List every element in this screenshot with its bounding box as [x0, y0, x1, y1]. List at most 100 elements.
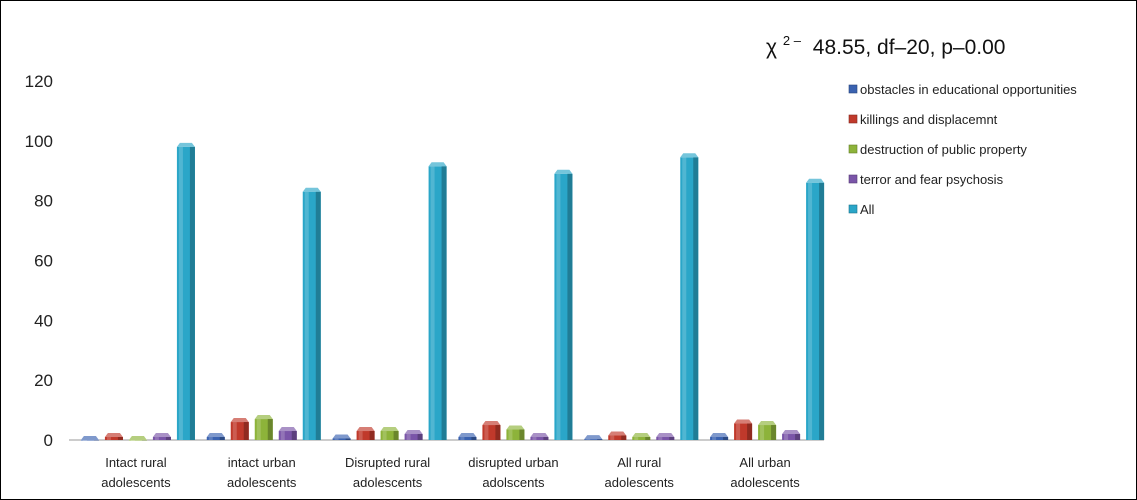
bar-6-5 — [806, 178, 825, 440]
category-label-5: All rural adolescents — [605, 455, 675, 490]
bar-top-cap — [152, 433, 171, 438]
bar-side-shade — [645, 437, 651, 440]
bar-3-1 — [332, 434, 351, 440]
chi-statistic: 48.55, df–20, p–0.00 — [813, 36, 1006, 59]
bar-side-shade — [471, 437, 477, 440]
y-tick-label-100: 100 — [25, 132, 53, 151]
category-label-line: adolescents — [101, 475, 171, 490]
bar-top-cap — [176, 142, 195, 147]
bar-body — [380, 431, 399, 440]
bar-top-cap — [584, 435, 603, 440]
bar-6-1 — [710, 433, 729, 440]
bar-side-shade — [819, 182, 825, 440]
bar-body — [506, 429, 525, 440]
bar-side-shade — [519, 429, 525, 440]
bar-top-cap — [428, 162, 447, 167]
bar-body — [632, 437, 651, 440]
bar-top-cap — [404, 430, 423, 435]
bar-body — [128, 440, 147, 441]
bar-top-cap — [758, 421, 777, 426]
bar-5-2 — [608, 431, 627, 440]
bar-top-cap — [356, 427, 375, 432]
bar-top-cap — [458, 433, 477, 438]
bar-highlight — [82, 440, 87, 441]
chi-symbol: χ — [766, 36, 777, 59]
bar-top-cap — [554, 169, 573, 174]
bar-side-shade — [117, 437, 123, 440]
legend-swatch — [848, 144, 858, 154]
bar-highlight — [382, 431, 387, 440]
bar-highlight — [406, 434, 411, 440]
bar-side-shade — [621, 435, 627, 440]
bar-side-shade — [345, 438, 351, 440]
bar-top-cap — [128, 436, 147, 440]
bar-5-4 — [656, 433, 675, 440]
bars — [80, 142, 825, 441]
bar-highlight — [280, 431, 285, 440]
bar-highlight — [508, 429, 513, 440]
bar-highlight — [304, 191, 309, 440]
legend-item-2: killings and displacemnt — [848, 112, 998, 127]
bar-6-4 — [782, 430, 801, 440]
bar-1-3 — [128, 436, 147, 441]
bar-5-5 — [680, 153, 699, 440]
bar-2-1 — [206, 433, 225, 440]
bar-body — [404, 434, 423, 440]
bar-top-cap — [230, 418, 249, 423]
bar-side-shade — [495, 425, 501, 440]
bar-6-3 — [758, 421, 777, 440]
category-label-line: adolescents — [605, 475, 675, 490]
y-tick-label-120: 120 — [25, 72, 53, 91]
bar-top-cap — [710, 433, 729, 438]
category-label-2: intact urban adolescents — [227, 455, 297, 490]
bar-top-cap — [530, 433, 549, 438]
bar-side-shade — [315, 191, 321, 440]
y-tick-label-0: 0 — [44, 431, 53, 450]
bar-4-4 — [530, 433, 549, 440]
legend-item-1: obstacles in educational opportunities — [848, 82, 1077, 97]
bar-top-cap — [206, 433, 225, 438]
bar-2-2 — [230, 418, 249, 440]
legend-swatch — [848, 84, 858, 94]
category-label-line: All urban — [739, 455, 790, 470]
bar-2-5 — [302, 187, 321, 440]
bar-top-cap — [302, 187, 321, 192]
bar-body — [152, 437, 171, 440]
bar-side-shade — [291, 431, 297, 440]
category-label-line: intact urban — [228, 455, 296, 470]
bar-body — [458, 437, 477, 440]
bar-body — [710, 437, 729, 440]
bar-3-3 — [380, 427, 399, 440]
bar-body — [782, 434, 801, 440]
bar-1-4 — [152, 433, 171, 440]
legend-label: destruction of public property — [860, 142, 1027, 157]
bar-highlight — [586, 439, 591, 440]
category-label-line: adolescents — [730, 475, 800, 490]
bar-top-cap — [104, 433, 123, 438]
bar-highlight — [256, 419, 261, 440]
bar-side-shade — [795, 434, 801, 440]
bar-side-shade — [771, 425, 777, 440]
legend-swatch — [848, 174, 858, 184]
bar-body — [278, 431, 297, 440]
bar-body — [530, 437, 549, 440]
bar-body — [584, 439, 603, 440]
bar-1-5 — [176, 142, 195, 441]
legend-label: killings and displacemnt — [860, 112, 998, 127]
bar-body — [332, 438, 351, 440]
bar-body — [608, 435, 627, 440]
legend-label: All — [860, 202, 875, 217]
bar-highlight — [658, 437, 663, 440]
bar-top-cap — [656, 433, 675, 438]
bar-body — [356, 431, 375, 440]
bar-side-shade — [141, 440, 147, 441]
bar-side-shade — [243, 422, 249, 440]
bar-side-shade — [189, 146, 195, 441]
bar-top-cap — [632, 433, 651, 438]
bar-side-shade — [597, 439, 603, 440]
bar-2-4 — [278, 427, 297, 440]
bar-highlight — [712, 437, 717, 440]
bar-top-cap — [608, 431, 627, 436]
